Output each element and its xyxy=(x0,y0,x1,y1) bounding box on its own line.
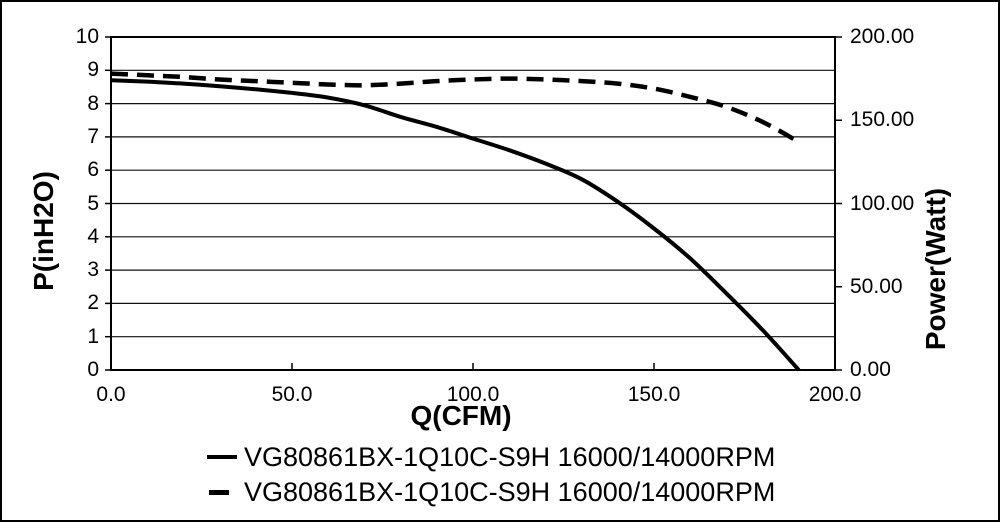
y-left-tick-label: 4 xyxy=(87,224,99,248)
x-tick-label: 150.0 xyxy=(627,383,681,406)
y-right-tick-label: 150.00 xyxy=(850,108,915,132)
x-tick-label: 50.0 xyxy=(271,383,313,406)
pressure-curve xyxy=(110,78,801,372)
legend-dashed-line-icon xyxy=(207,489,244,495)
legend-item-pressure-curve: VG80861BX-1Q10C-S9H 16000/14000RPM xyxy=(207,441,775,473)
legend-label: VG80861BX-1Q10C-S9H 16000/14000RPM xyxy=(244,477,776,507)
y-axis-left-title-text: P(inH2O) xyxy=(28,171,59,291)
y-left-tick-label: 10 xyxy=(75,25,99,48)
y-right-tick-label: 200.00 xyxy=(850,25,915,48)
y-left-tick-label: 5 xyxy=(87,191,99,215)
y-left-tick-label: 6 xyxy=(87,158,99,182)
legend-solid-line-icon xyxy=(207,455,244,459)
legend-item-power-curve: VG80861BX-1Q10C-S9H 16000/14000RPM xyxy=(207,476,775,508)
y-left-tick-label: 1 xyxy=(87,324,99,348)
x-tick-label: 100.0 xyxy=(446,383,500,406)
y-left-tick-label: 7 xyxy=(87,124,99,148)
y-left-tick-label: 3 xyxy=(87,258,99,282)
x-axis-title: Q(CFM) xyxy=(410,400,512,431)
y-right-tick-label: 50.00 xyxy=(850,274,903,298)
power-curve xyxy=(110,71,800,144)
y-left-tick-label: 0 xyxy=(87,358,99,381)
y-right-tick-label: 0.00 xyxy=(850,358,891,381)
x-tick-label: 200.0 xyxy=(808,383,862,406)
y-left-tick-label: 8 xyxy=(87,91,99,115)
legend-label: VG80861BX-1Q10C-S9H 16000/14000RPM xyxy=(244,442,776,472)
y-right-tick-label: 100.00 xyxy=(850,191,915,215)
y-axis-right-title-text: Power(Watt) xyxy=(920,187,951,351)
y-left-tick-label: 2 xyxy=(87,291,99,315)
x-tick-label: 0.0 xyxy=(96,383,126,406)
y-left-tick-label: 9 xyxy=(87,58,99,82)
